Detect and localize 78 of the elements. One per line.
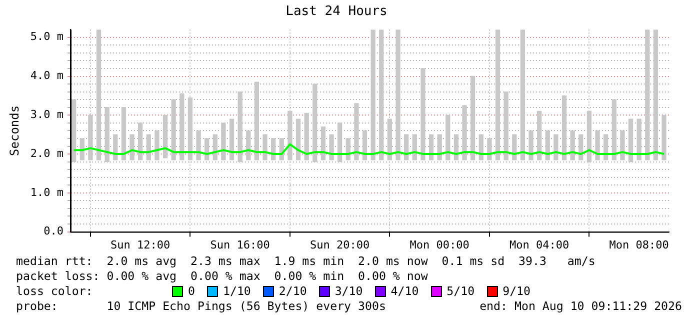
bar [121,107,126,160]
bar [229,118,234,160]
bar [620,130,625,160]
y-tick-label: 3.0 m [30,108,64,122]
bar [636,118,642,160]
bar [320,126,326,160]
bar [338,122,342,162]
bar [96,30,102,160]
legend-label: 2/10 [278,284,307,299]
y-tick-label: 4.0 m [30,69,64,82]
x-tick-label: Sun 16:00 [210,238,270,252]
x-tick-label: Sun 20:00 [310,238,370,252]
bar [72,99,76,162]
legend-label: 4/10 [390,284,419,299]
bar [312,84,318,162]
bar [504,91,508,160]
bar [420,68,426,160]
legend-label: 1/10 [222,284,251,299]
bar [329,134,334,160]
bar [370,30,376,160]
y-axis-title: Seconds [7,105,22,156]
bar [595,130,600,160]
bar [188,97,193,160]
bar [612,99,616,160]
x-tick-label: Sun 12:00 [110,238,170,252]
x-tick-label: Mon 08:00 [609,238,669,252]
bar [396,30,400,160]
y-tick-label: 2.0 m [30,146,64,160]
legend-label: 9/10 [502,284,531,299]
bar [528,130,534,160]
bar [238,91,242,162]
bar [487,138,492,160]
bar [162,114,168,158]
legend-label: 5/10 [446,284,475,299]
y-tick-label: 5.0 m [30,30,64,44]
legend-label: 3/10 [334,284,363,299]
bar [495,30,500,160]
bar [171,99,176,160]
legend-title: loss color: [16,284,94,299]
legend-label: 0 [188,284,195,299]
bar [88,114,93,160]
chart-title: Last 24 Hours [286,4,388,20]
bar [262,134,268,160]
bar [570,130,575,160]
x-tick-label: Mon 04:00 [510,238,570,252]
bar [138,122,143,160]
bar [554,134,558,160]
x-tick-label: Mon 00:00 [410,238,470,252]
bar [304,112,309,160]
bar [387,118,392,160]
bar [446,114,450,160]
text: probe: 10 ICMP Echo Pings (56 Bytes) every 300s [16,299,386,314]
y-tick-label: 1.0 m [30,186,64,199]
bar [586,110,592,162]
bar [462,105,467,160]
bar [221,122,226,160]
bar [104,107,110,162]
bar [520,30,526,160]
bar [379,30,384,160]
y-tick-label: 0.0 [44,224,64,238]
bar [470,76,476,160]
bar [180,93,184,160]
bar [288,110,292,160]
bar [130,134,134,160]
bar [645,30,650,160]
text: end: Mon Aug 10 09:11:29 2026 [480,299,682,314]
bar [354,103,359,160]
bar [653,30,658,160]
bar [628,118,634,162]
bar [662,114,666,160]
text: median rtt: 2.0 ms avg 2.3 ms max 1.9 ms min 2.0 ms now 0.1 ms sd 39.3 am/s [16,254,596,269]
bar [562,95,567,160]
bar [254,82,260,160]
bar [537,110,542,160]
bar [296,118,301,160]
text: packet loss: 0.00 % avg 0.00 % max 0.00 % min 0.00 % now [16,269,429,284]
bar [154,130,160,160]
bar [196,130,201,160]
